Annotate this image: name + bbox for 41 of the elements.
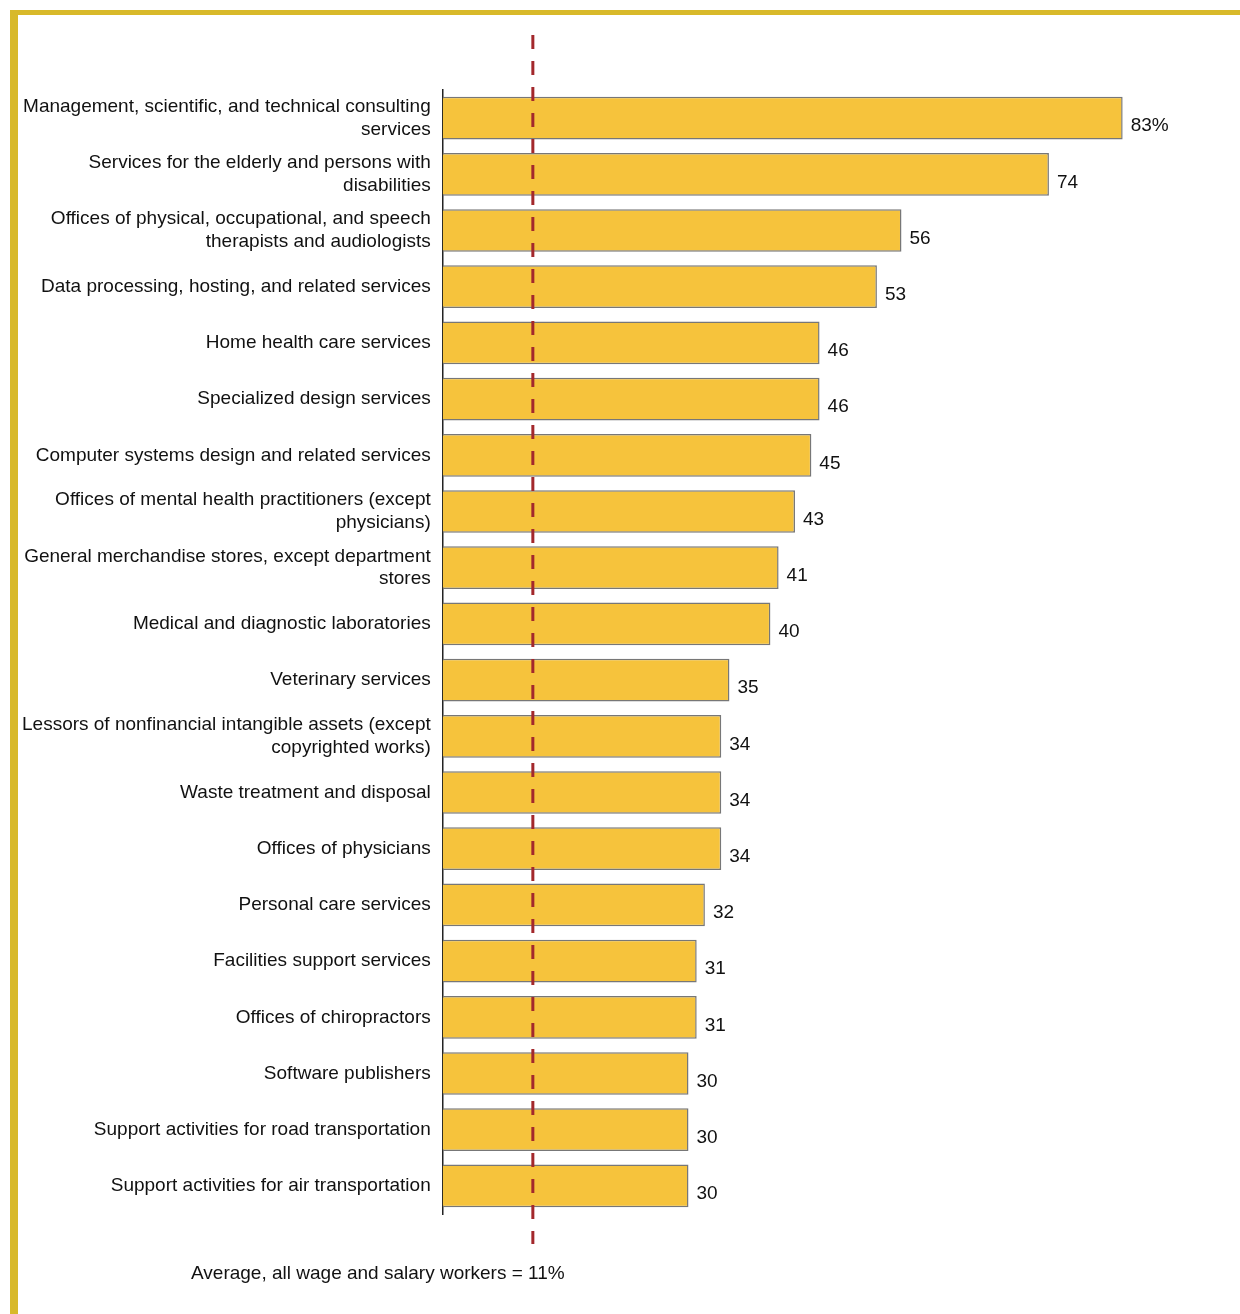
y-tick-label: Software publishers	[263, 1061, 431, 1083]
y-tick-label: Support activities for road transportation	[93, 1117, 431, 1139]
y-tick-label: Offices of physicians	[256, 836, 431, 858]
data-label: 40	[778, 620, 800, 642]
y-tick-label: Home health care services	[205, 331, 431, 353]
ref-line-label: Average, all wage and salary workers = 11%	[191, 1262, 565, 1284]
y-tick-label: Facilities support services	[213, 949, 431, 971]
y-tick-label: Waste treatment and disposal	[180, 780, 431, 802]
y-tick-label: Management, scientific, and technical consulting services	[23, 94, 431, 139]
data-label: 31	[704, 957, 726, 979]
data-label: 34	[729, 732, 751, 754]
data-label: 32	[712, 901, 735, 923]
data-label: 46	[827, 395, 849, 417]
data-label: 41	[786, 563, 808, 585]
data-label: 43	[802, 507, 825, 529]
data-label: 74	[1056, 170, 1079, 192]
y-tick-label: Data processing, hosting, and related services	[41, 274, 431, 296]
data-label: 30	[696, 1182, 718, 1204]
y-tick-label: Computer systems design and related services	[35, 443, 431, 465]
y-tick-label: Lessors of nonfinancial intangible assets (except copyrighted works)	[21, 713, 432, 757]
y-tick-label: Veterinary services	[270, 668, 431, 690]
data-label: 45	[819, 451, 841, 473]
data-label: 35	[737, 676, 759, 698]
y-tick-label: Specialized design services	[197, 387, 431, 409]
data-label: 56	[909, 226, 931, 248]
y-tick-label: Offices of physical, occupational, and speech therapists and audiologists	[50, 207, 431, 252]
y-tick-label: Medical and diagnostic laboratories	[132, 612, 431, 634]
data-label: 30	[696, 1069, 718, 1091]
data-label: 34	[729, 788, 751, 810]
data-label: 30	[696, 1125, 718, 1147]
y-tick-label: Personal care services	[238, 893, 431, 915]
data-label: 53	[884, 282, 907, 304]
y-tick-label: Services for the elderly and persons with disabilities	[88, 151, 431, 195]
data-label: 83%	[1130, 114, 1169, 136]
y-tick-label: Support activities for air transportation	[110, 1174, 431, 1196]
data-label: 34	[729, 844, 751, 866]
data-label: 46	[827, 339, 849, 361]
y-tick-label: Offices of chiropractors	[235, 1005, 431, 1027]
y-tick-label: General merchandise stores, except department stores	[24, 544, 432, 589]
data-label: 31	[704, 1013, 726, 1035]
y-tick-label: Offices of mental health practitioners (except physicians)	[55, 488, 432, 533]
